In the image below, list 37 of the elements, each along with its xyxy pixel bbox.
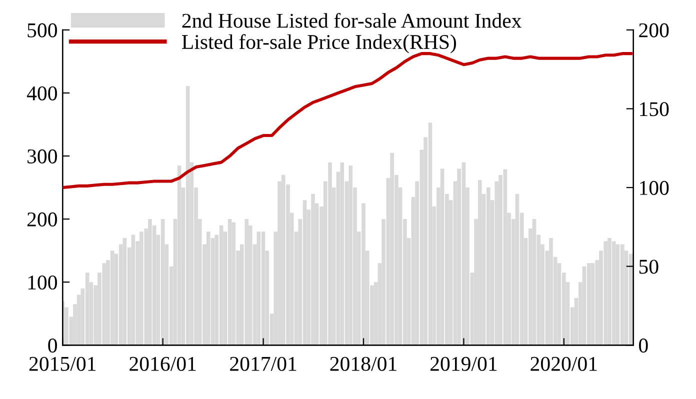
bar	[131, 234, 136, 346]
x-tick-label: 2019/01	[430, 356, 497, 371]
bar	[590, 263, 595, 346]
x-tick-label: 2017/01	[230, 356, 296, 371]
bar	[478, 180, 482, 346]
legend-label: 2nd House Listed for-sale Amount Index	[182, 12, 522, 28]
line-series	[62, 52, 632, 190]
bar	[110, 250, 114, 346]
bar	[85, 272, 90, 346]
y2-tick-label: 150	[640, 102, 669, 116]
bar	[628, 254, 633, 346]
x-tick-label: 2016/01	[130, 356, 196, 371]
x-tick-label: 2015/01	[29, 356, 96, 371]
y2-tick-label: 50	[639, 260, 658, 274]
y-tick-label: 100	[28, 275, 57, 290]
y-tick-label: 500	[28, 23, 57, 38]
y2-tick-label: 200	[639, 23, 669, 38]
bar	[348, 165, 353, 346]
x-tick-label: 2018/01	[330, 356, 396, 371]
y-tick-label: 200	[27, 212, 57, 226]
bar	[612, 241, 616, 346]
bar	[232, 222, 236, 346]
y-tick-label: 400	[26, 86, 57, 100]
bar	[586, 263, 591, 346]
bar	[206, 232, 210, 346]
y-tick-label: 300	[28, 149, 57, 164]
bar	[256, 232, 261, 346]
x-tick-label: 2020/01	[530, 356, 597, 371]
y2-tick-label: 100	[640, 180, 669, 195]
legend-label: Listed for-sale Price Index(RHS)	[182, 34, 456, 54]
bar	[340, 162, 344, 346]
bar	[620, 244, 624, 346]
bar	[160, 219, 165, 346]
y-tick-label: 0	[48, 338, 57, 353]
y2-tick-label: 0	[639, 338, 648, 353]
bar	[486, 188, 490, 346]
bar	[532, 219, 536, 346]
